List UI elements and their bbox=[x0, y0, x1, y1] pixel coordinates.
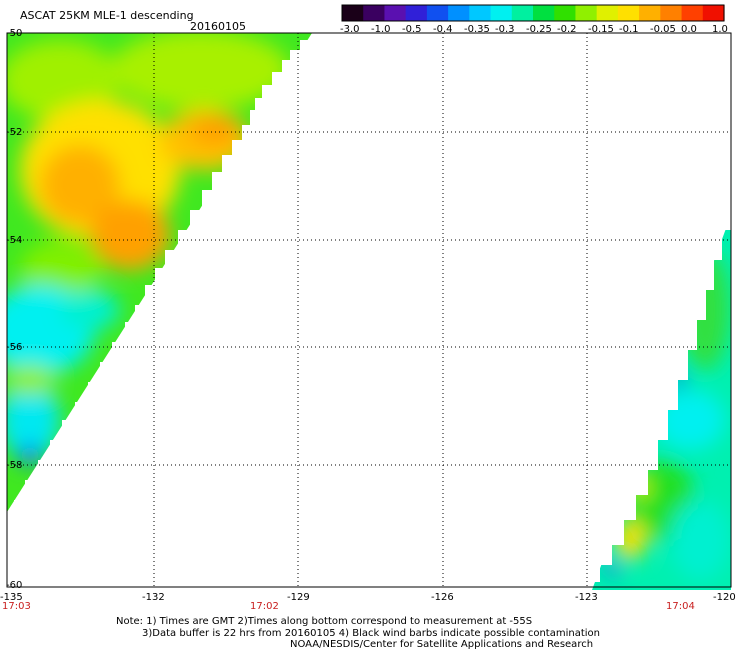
y-label-50: -50 bbox=[6, 28, 23, 39]
colorbar-tick-label: 1.0 bbox=[712, 24, 728, 35]
note-line-1: Note: 1) Times are GMT 2)Times along bot… bbox=[116, 616, 533, 627]
map-title: ASCAT 25KM MLE-1 descending bbox=[20, 9, 194, 22]
time-label-west: 17:03 bbox=[2, 601, 31, 612]
west-swath-edge bbox=[14, 33, 731, 512]
plot-frame bbox=[6, 32, 732, 588]
colorbar-swatch bbox=[533, 5, 555, 21]
colorbar-tick-label: -0.15 bbox=[588, 24, 614, 35]
colorbar-swatch bbox=[405, 5, 428, 21]
colorbar-swatch bbox=[681, 5, 704, 21]
colorbar-swatch bbox=[448, 5, 470, 21]
colorbar-swatch bbox=[363, 5, 386, 21]
x-label-120: -120 bbox=[713, 592, 736, 603]
x-label-129: -129 bbox=[287, 592, 310, 603]
colorbar-swatch bbox=[639, 5, 661, 21]
y-label-58: -58 bbox=[6, 460, 23, 471]
time-label-east: 17:04 bbox=[666, 601, 695, 612]
colorbar-swatch bbox=[511, 5, 534, 21]
colorbar-tick-label: -0.35 bbox=[464, 24, 490, 35]
colorbar-swatch bbox=[660, 5, 683, 21]
colorbar-tick-label: 0.0 bbox=[681, 24, 697, 35]
colorbar-swatch bbox=[702, 5, 725, 21]
colorbar bbox=[341, 4, 725, 22]
y-label-52: -52 bbox=[6, 127, 23, 138]
colorbar-tick-label: -3.0 bbox=[340, 24, 360, 35]
colorbar-swatch bbox=[469, 5, 492, 21]
colorbar-swatch bbox=[384, 5, 407, 21]
gridlines bbox=[7, 33, 731, 587]
colorbar-swatch bbox=[490, 5, 513, 21]
colorbar-tick-label: -0.3 bbox=[495, 24, 515, 35]
colorbar-swatch bbox=[342, 5, 364, 21]
x-label-126: -126 bbox=[431, 592, 454, 603]
x-label-132: -132 bbox=[142, 592, 165, 603]
colorbar-tick-label: -0.5 bbox=[402, 24, 422, 35]
colorbar-tick-label: -0.4 bbox=[433, 24, 453, 35]
colorbar-border bbox=[341, 4, 725, 22]
note-line-3: NOAA/NESDIS/Center for Satellite Applica… bbox=[290, 639, 594, 650]
colorbar-tick-label: -0.25 bbox=[526, 24, 552, 35]
colorbar-swatch bbox=[554, 5, 577, 21]
x-label-135: -135 bbox=[0, 592, 23, 603]
colorbar-tick-label: -0.05 bbox=[650, 24, 676, 35]
colorbar-swatch bbox=[617, 5, 640, 21]
y-label-54: -54 bbox=[6, 235, 23, 246]
note-line-2: 3)Data buffer is 22 hrs from 20160105 4)… bbox=[142, 628, 600, 639]
colorbar-swatch bbox=[596, 5, 619, 21]
colorbar-swatch bbox=[426, 5, 449, 21]
y-label-60: -60 bbox=[6, 580, 23, 591]
time-label-mid: 17:02 bbox=[250, 601, 279, 612]
colorbar-swatch bbox=[575, 5, 598, 21]
x-label-123: -123 bbox=[575, 592, 598, 603]
map-date: 20160105 bbox=[190, 20, 246, 33]
colorbar-tick-label: -1.0 bbox=[371, 24, 391, 35]
colorbar-tick-label: -0.1 bbox=[619, 24, 639, 35]
colorbar-tick-label: -0.2 bbox=[557, 24, 577, 35]
y-label-56: -56 bbox=[6, 342, 23, 353]
